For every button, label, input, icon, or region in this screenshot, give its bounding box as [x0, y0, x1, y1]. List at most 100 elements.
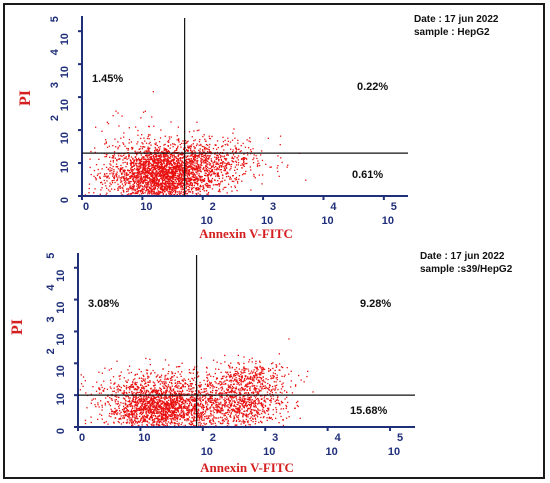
data-point	[277, 170, 279, 173]
data-point	[244, 404, 246, 407]
data-point	[183, 393, 185, 395]
data-point	[170, 179, 173, 182]
data-point	[169, 178, 171, 180]
data-point	[199, 167, 201, 169]
data-point	[86, 407, 88, 409]
data-point	[160, 166, 162, 168]
data-point	[176, 408, 178, 410]
data-point	[160, 395, 162, 397]
data-point	[149, 158, 151, 160]
data-point	[238, 391, 240, 393]
data-point	[131, 173, 133, 175]
data-point	[163, 398, 166, 400]
data-point	[110, 416, 112, 418]
data-point	[147, 160, 149, 162]
data-point	[126, 182, 128, 184]
data-point	[168, 188, 170, 190]
data-point	[142, 171, 144, 173]
data-point	[155, 404, 157, 406]
data-point	[174, 419, 176, 421]
data-point	[138, 408, 140, 410]
data-point	[207, 175, 209, 177]
y-tick-label: 10	[59, 33, 71, 45]
data-point	[233, 180, 235, 183]
data-point	[148, 167, 150, 170]
data-point	[179, 400, 181, 402]
data-point	[221, 404, 223, 406]
data-point	[162, 154, 164, 156]
data-point	[170, 171, 172, 174]
data-point	[174, 391, 176, 393]
data-point	[172, 412, 174, 414]
data-point	[187, 172, 189, 174]
data-point	[177, 396, 179, 398]
data-point	[122, 162, 124, 164]
data-point	[181, 408, 183, 410]
data-point	[164, 402, 167, 404]
data-point	[132, 183, 134, 186]
data-point	[150, 398, 152, 401]
data-point	[210, 179, 213, 181]
data-point	[157, 405, 159, 408]
data-point	[162, 183, 165, 185]
data-point	[167, 414, 170, 416]
data-point	[146, 172, 149, 174]
data-point	[178, 183, 181, 185]
data-point	[167, 181, 169, 183]
data-point	[111, 167, 113, 170]
data-point	[157, 402, 159, 404]
data-point	[160, 171, 162, 173]
data-point	[119, 410, 121, 412]
data-points	[84, 91, 307, 197]
data-point	[198, 149, 200, 151]
data-point	[177, 165, 180, 167]
data-point	[101, 386, 103, 389]
data-point	[255, 155, 257, 157]
data-point	[216, 163, 219, 165]
data-point	[196, 143, 198, 145]
data-point	[227, 175, 230, 177]
data-point	[171, 192, 174, 194]
data-point	[191, 423, 193, 425]
data-point	[184, 405, 186, 407]
data-point	[138, 158, 141, 161]
data-point	[225, 158, 228, 160]
data-point	[108, 403, 110, 405]
data-point	[130, 160, 132, 162]
data-point	[227, 144, 229, 146]
data-point	[146, 156, 149, 158]
data-point	[219, 165, 221, 167]
data-point	[175, 392, 177, 395]
data-point	[232, 408, 234, 410]
data-point	[174, 187, 176, 189]
data-point	[143, 180, 145, 182]
data-point	[138, 173, 140, 175]
data-point	[193, 145, 195, 148]
data-point	[253, 405, 255, 407]
data-point	[209, 171, 212, 173]
data-point	[106, 177, 108, 179]
data-point	[188, 390, 190, 392]
data-point	[194, 147, 196, 149]
data-point	[188, 186, 191, 189]
data-point	[147, 135, 149, 138]
data-point	[110, 160, 112, 162]
data-point	[197, 415, 199, 417]
data-point	[140, 166, 142, 168]
data-point	[190, 396, 192, 398]
data-point	[134, 399, 137, 401]
data-point	[212, 165, 215, 167]
data-point	[174, 165, 177, 167]
data-point	[195, 155, 197, 157]
data-point	[174, 385, 177, 387]
data-point	[150, 153, 153, 156]
data-point	[138, 187, 140, 189]
data-point	[172, 178, 174, 180]
data-point	[132, 178, 134, 180]
data-point	[199, 393, 202, 395]
data-point	[140, 180, 143, 182]
data-point	[221, 180, 223, 183]
data-point	[196, 162, 198, 165]
data-point	[152, 182, 154, 184]
data-point	[235, 176, 238, 179]
